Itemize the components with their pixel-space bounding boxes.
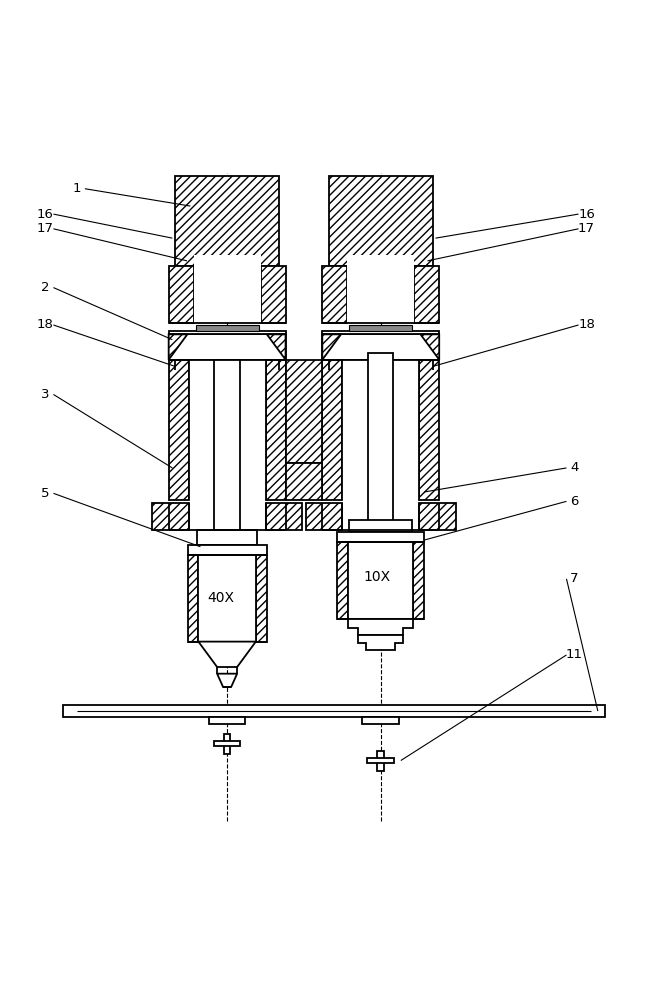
Bar	[152, 503, 189, 530]
Bar	[348, 542, 413, 619]
Text: 1: 1	[73, 182, 81, 195]
Bar	[169, 360, 189, 500]
Bar	[261, 266, 285, 323]
Bar	[347, 255, 414, 266]
Bar	[188, 360, 265, 500]
Polygon shape	[358, 635, 403, 650]
Bar	[188, 555, 198, 642]
Bar	[63, 705, 605, 717]
Polygon shape	[267, 334, 285, 360]
Polygon shape	[421, 334, 440, 360]
Bar	[322, 334, 440, 360]
Bar	[305, 503, 342, 530]
Bar	[377, 750, 384, 771]
Bar	[175, 176, 279, 266]
Bar	[214, 741, 240, 746]
Bar	[337, 542, 348, 619]
Bar	[414, 266, 439, 323]
Bar	[347, 266, 414, 323]
Text: 18: 18	[578, 318, 595, 331]
Bar	[420, 360, 440, 500]
Bar	[285, 360, 322, 463]
Text: 10X: 10X	[364, 570, 391, 584]
Text: 18: 18	[37, 318, 54, 331]
Bar	[368, 353, 393, 523]
Polygon shape	[198, 642, 256, 667]
Bar	[367, 758, 394, 763]
Text: 17: 17	[37, 222, 54, 235]
Bar	[214, 360, 240, 530]
Bar	[322, 360, 342, 500]
Bar	[349, 325, 412, 331]
Text: 6: 6	[570, 495, 578, 508]
Text: 3: 3	[41, 388, 49, 401]
Text: 4: 4	[570, 461, 578, 474]
Text: 17: 17	[578, 222, 595, 235]
Bar	[329, 176, 433, 266]
Text: 16: 16	[578, 208, 595, 221]
Text: 40X: 40X	[207, 591, 234, 605]
Bar	[362, 717, 399, 724]
Bar	[194, 255, 261, 266]
Polygon shape	[322, 334, 341, 360]
Bar	[265, 360, 285, 500]
Text: 11: 11	[566, 648, 583, 661]
Bar	[198, 555, 256, 642]
Bar	[413, 542, 424, 619]
Polygon shape	[348, 619, 413, 635]
Bar	[322, 266, 347, 323]
Bar	[349, 520, 412, 532]
Polygon shape	[169, 334, 187, 360]
Bar	[342, 360, 420, 500]
Bar	[194, 266, 261, 323]
Text: 16: 16	[37, 208, 54, 221]
Bar	[224, 734, 230, 754]
Bar	[196, 325, 259, 331]
Text: 2: 2	[41, 281, 49, 294]
Bar	[337, 532, 424, 542]
Polygon shape	[217, 674, 237, 687]
Bar	[169, 334, 286, 360]
Bar	[169, 331, 286, 334]
Bar	[208, 717, 245, 724]
Bar	[265, 503, 302, 530]
Bar	[197, 530, 257, 545]
Text: 7: 7	[570, 572, 578, 585]
Bar	[169, 266, 194, 323]
Bar	[322, 331, 440, 334]
Bar	[256, 555, 267, 642]
Bar	[420, 503, 456, 530]
Bar	[188, 545, 267, 555]
Text: 5: 5	[41, 487, 49, 500]
Bar	[285, 463, 322, 500]
